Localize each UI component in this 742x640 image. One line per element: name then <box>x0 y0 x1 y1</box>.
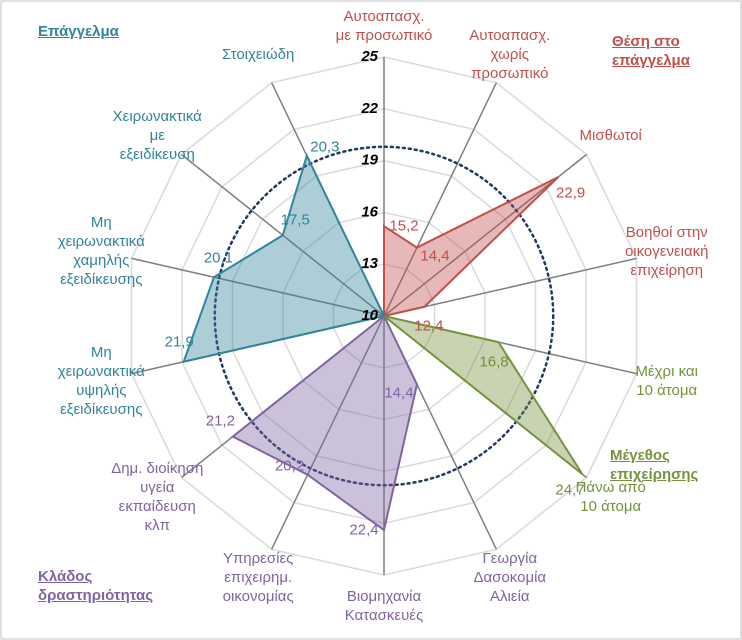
category-label: Μη χειρωνακτικά υψηλής εξειδίκευσης <box>57 343 145 418</box>
category-label: Μισθωτοί <box>579 126 642 144</box>
axis-spoke <box>270 315 385 550</box>
value-label: 21,9 <box>164 333 194 351</box>
series-area <box>182 153 386 364</box>
value-label: 22,9 <box>556 184 586 202</box>
reference-circle <box>213 145 555 487</box>
category-label: Δημ. διοίκηση υγεία εκπαίδευση κλπ <box>111 459 204 534</box>
value-label: 14,4 <box>384 384 414 402</box>
axis-spoke <box>131 257 385 317</box>
legend-entry: Επάγγελμα <box>38 23 119 40</box>
value-label: 17,5 <box>280 211 310 229</box>
value-label: 20,2 <box>274 457 305 475</box>
value-label: 24,7 <box>555 481 585 499</box>
axis-spoke <box>383 82 498 317</box>
legend-entry: Μέγεθος επιχείρησης <box>610 447 699 483</box>
category-label: Χειρωνακτικά με εξειδίκευση <box>112 107 202 163</box>
category-label: Πάνω από 10 άτομα <box>575 478 646 515</box>
category-label: Στοιχειώδη <box>222 46 295 64</box>
legend-entry: Θέση στο επάγγελμα <box>612 33 690 69</box>
series-area <box>383 176 559 318</box>
r-tick-label: 19 <box>361 152 378 169</box>
value-label: 14,4 <box>420 247 450 265</box>
r-tick-label: 16 <box>361 203 378 220</box>
category-label: Υπηρεσίες επιχειρημ. οικονομίας <box>222 549 294 605</box>
category-label: Βοηθοί στην οικογενειακή επιχείρηση <box>624 223 709 279</box>
value-label: 21,2 <box>205 412 235 430</box>
value-label: 12,4 <box>414 317 444 335</box>
category-label: Μη χειρωνακτικά χαμηλής εξειδίκευσης <box>57 214 145 289</box>
value-label: 20,3 <box>310 138 340 156</box>
series-area <box>230 314 419 532</box>
category-label: Βιομηχανία Κατασκευές <box>344 588 424 624</box>
category-label: Αυτοαπασχ. χωρίς προσωπικό <box>469 27 551 83</box>
r-tick-label: 10 <box>361 307 378 324</box>
series-area <box>383 315 584 476</box>
value-label: 16,8 <box>479 353 509 371</box>
r-tick-label: 25 <box>360 48 378 65</box>
value-label: 20,1 <box>203 249 234 267</box>
category-label: Αυτοαπασχ. με προσωπικό <box>335 8 433 44</box>
r-tick-label: 22 <box>360 100 378 117</box>
category-label: Γεωργία Δασοκομία Αλιεία <box>473 549 547 605</box>
value-label: 22,4 <box>349 521 379 539</box>
legend-entry: Κλάδος δραστηριότητας <box>38 568 154 604</box>
r-tick-label: 13 <box>361 255 378 272</box>
value-label: 15,2 <box>389 217 419 235</box>
category-label: Μέχρι και 10 άτομα <box>635 362 698 399</box>
